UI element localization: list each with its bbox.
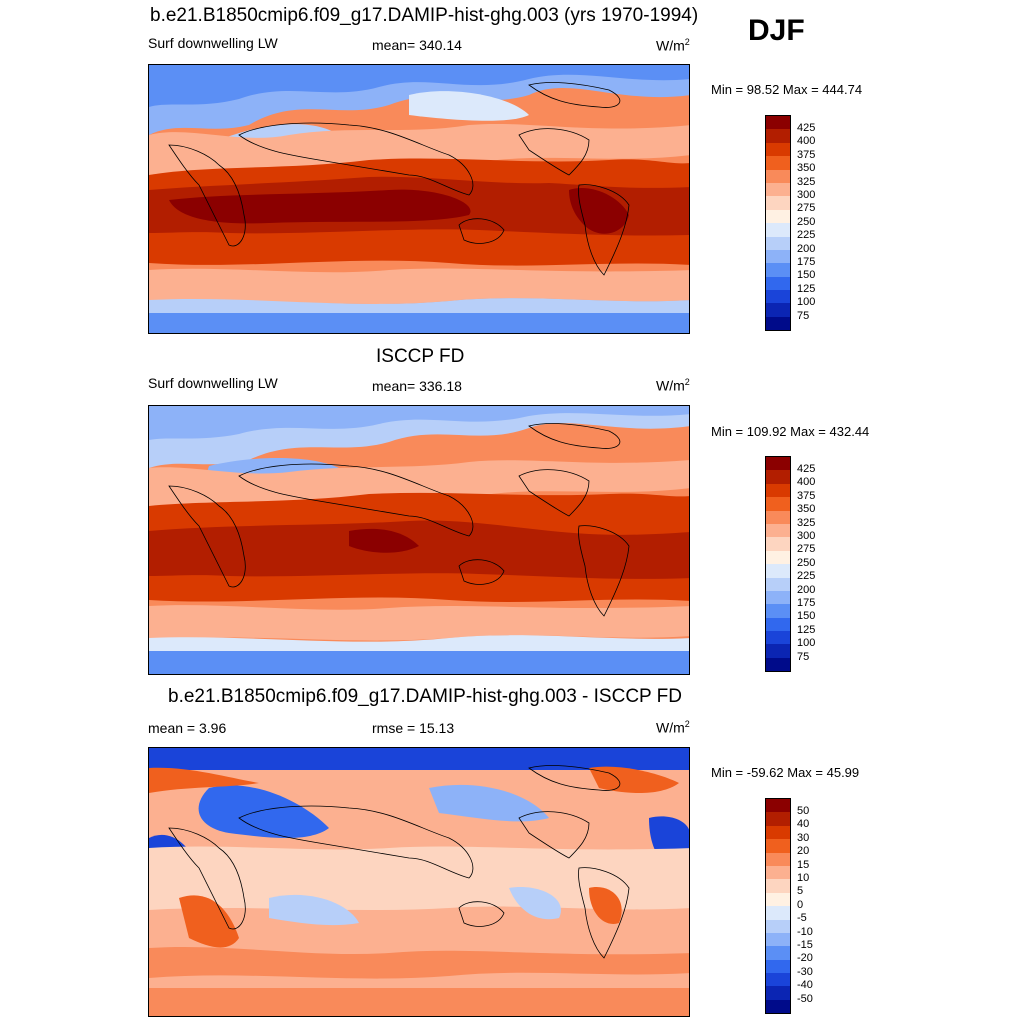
panel1-variable-label: Surf downwelling LW xyxy=(148,35,278,51)
panel3-colorbar xyxy=(765,798,791,1015)
colorbar-tick: 275 xyxy=(797,543,816,555)
colorbar-tick: 175 xyxy=(797,256,816,268)
colorbar-tick: 175 xyxy=(797,597,816,609)
panel1-colorbar xyxy=(765,115,791,332)
colorbar-tick: -5 xyxy=(797,912,807,924)
colorbar-tick: 125 xyxy=(797,624,816,636)
colorbar-tick: -30 xyxy=(797,966,813,978)
panel1-units: W/m2 xyxy=(656,37,690,54)
colorbar-tick: 225 xyxy=(797,570,816,582)
colorbar-tick: 5 xyxy=(797,885,804,897)
colorbar-tick: 150 xyxy=(797,610,816,622)
colorbar-tick: 10 xyxy=(797,872,810,884)
colorbar-tick: 325 xyxy=(797,517,816,529)
colorbar-tick: -10 xyxy=(797,926,813,938)
colorbar-tick: 250 xyxy=(797,557,816,569)
panel3-map xyxy=(148,747,690,1017)
colorbar-tick: 350 xyxy=(797,162,816,174)
panel2-mean-label: mean= 336.18 xyxy=(372,378,462,394)
colorbar-tick: 350 xyxy=(797,503,816,515)
colorbar-tick: 250 xyxy=(797,216,816,228)
panel2-map xyxy=(148,405,690,675)
colorbar-tick: 375 xyxy=(797,490,816,502)
panel3-title: b.e21.B1850cmip6.f09_g17.DAMIP-hist-ghg.… xyxy=(168,686,682,707)
colorbar-tick: 75 xyxy=(797,310,810,322)
colorbar-tick: -50 xyxy=(797,993,813,1005)
colorbar-tick: 100 xyxy=(797,296,816,308)
colorbar-tick: 225 xyxy=(797,229,816,241)
panel1-minmax: Min = 98.52 Max = 444.74 xyxy=(711,82,863,97)
panel2-title: ISCCP FD xyxy=(376,346,465,367)
panel3-rmse-label: rmse = 15.13 xyxy=(372,720,455,736)
colorbar-tick: 300 xyxy=(797,189,816,201)
colorbar-tick: -15 xyxy=(797,939,813,951)
colorbar-tick: 200 xyxy=(797,584,816,596)
panel1-title: b.e21.B1850cmip6.f09_g17.DAMIP-hist-ghg.… xyxy=(150,5,699,26)
colorbar-tick: 275 xyxy=(797,202,816,214)
colorbar-tick: 150 xyxy=(797,269,816,281)
panel1-mean-label: mean= 340.14 xyxy=(372,37,462,53)
panel2-variable-label: Surf downwelling LW xyxy=(148,375,278,391)
panel3-units: W/m2 xyxy=(656,719,690,736)
colorbar-tick: 100 xyxy=(797,637,816,649)
colorbar-tick: 300 xyxy=(797,530,816,542)
panel1-map xyxy=(148,64,690,334)
colorbar-tick: 15 xyxy=(797,859,810,871)
colorbar-tick: 40 xyxy=(797,818,810,830)
panel3-minmax: Min = -59.62 Max = 45.99 xyxy=(711,765,860,780)
colorbar-tick: 0 xyxy=(797,899,804,911)
panel2-units: W/m2 xyxy=(656,377,690,394)
colorbar-tick: 425 xyxy=(797,122,816,134)
colorbar-tick: 20 xyxy=(797,845,810,857)
panel2-minmax: Min = 109.92 Max = 432.44 xyxy=(711,424,870,439)
season-label: DJF xyxy=(748,14,805,47)
colorbar-tick: -40 xyxy=(797,979,813,991)
colorbar-tick: 425 xyxy=(797,463,816,475)
panel3-mean-label: mean = 3.96 xyxy=(148,720,227,736)
colorbar-tick: -20 xyxy=(797,952,813,964)
panel2-colorbar xyxy=(765,456,791,673)
colorbar-tick: 125 xyxy=(797,283,816,295)
colorbar-tick: 200 xyxy=(797,243,816,255)
colorbar-tick: 325 xyxy=(797,176,816,188)
colorbar-tick: 50 xyxy=(797,805,810,817)
colorbar-tick: 375 xyxy=(797,149,816,161)
colorbar-tick: 75 xyxy=(797,651,810,663)
colorbar-tick: 30 xyxy=(797,832,810,844)
colorbar-tick: 400 xyxy=(797,135,816,147)
colorbar-tick: 400 xyxy=(797,476,816,488)
